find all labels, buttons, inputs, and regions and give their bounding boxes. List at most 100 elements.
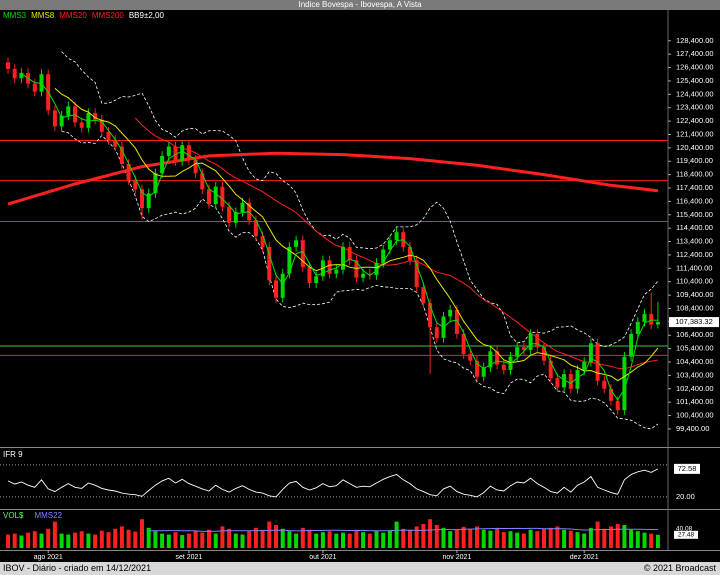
volume-bar	[106, 532, 111, 548]
volume-bar	[475, 526, 479, 548]
candle-body	[327, 260, 332, 274]
volume-bar	[361, 532, 366, 548]
candle-body	[253, 220, 258, 237]
candle-body	[615, 400, 620, 411]
volume-bar	[52, 521, 57, 548]
candle-body	[602, 380, 607, 389]
panel-title: VOL$	[3, 511, 24, 520]
candle-body	[133, 179, 138, 190]
candle-body	[582, 362, 587, 371]
candle-body	[555, 378, 560, 388]
volume-bar	[441, 527, 446, 548]
candle-body	[66, 106, 71, 116]
volume-bar	[140, 519, 144, 548]
candle-body	[468, 353, 473, 361]
volume-bar	[448, 531, 453, 548]
mms200-line	[7, 151, 659, 206]
candle-body	[341, 246, 345, 270]
volume-bar	[542, 528, 546, 548]
volume-bar	[387, 530, 392, 548]
candle-body	[414, 260, 419, 288]
volume-bar	[267, 521, 272, 548]
candle-body	[173, 146, 178, 162]
candle-body	[475, 360, 479, 377]
candle-body	[528, 333, 533, 350]
volume-bar	[253, 527, 258, 548]
last-price-label: 107,383.32	[675, 317, 713, 326]
last-price-box	[669, 317, 719, 328]
candle-body	[434, 327, 439, 338]
x-tick-label: out 2021	[309, 554, 336, 561]
volume-bar	[166, 534, 171, 548]
candle-body	[334, 269, 339, 274]
legend-entry: MMS3	[3, 11, 27, 20]
y-tick-label: 123,400.00	[676, 103, 714, 112]
candle-body	[52, 110, 57, 127]
candle-body	[240, 202, 245, 213]
y-tick-label: 128,400.00	[676, 36, 714, 45]
volume-bar	[414, 526, 419, 548]
candle-body	[294, 240, 299, 247]
candle-body	[521, 347, 526, 350]
candle-body	[495, 351, 500, 365]
volume-bar	[655, 534, 660, 548]
volume-bar	[193, 530, 198, 548]
volume-bar	[548, 527, 553, 548]
volume-bar	[327, 531, 332, 548]
volume-bar	[220, 526, 225, 548]
candle-body	[361, 273, 366, 278]
chart-title: Indice Bovespa - Ibovespa, A Vista	[298, 0, 422, 9]
volume-bar	[93, 534, 98, 548]
y-tick-label: 120,400.00	[676, 143, 714, 152]
volume-bar	[99, 530, 104, 548]
volume-bar	[374, 531, 379, 548]
volume-bar	[508, 531, 513, 548]
volume-bar	[287, 531, 292, 548]
candle-body	[314, 276, 319, 284]
candle-body	[635, 321, 640, 334]
volume-bar	[609, 526, 613, 548]
candle-body	[200, 173, 205, 190]
volume-bar	[240, 534, 245, 548]
candle-body	[140, 189, 144, 209]
y-tick-label: 106,400.00	[676, 330, 714, 339]
candle-body	[99, 119, 104, 132]
candle-body	[501, 364, 506, 371]
candle-body	[575, 370, 580, 389]
y-tick-label: 103,400.00	[676, 370, 714, 379]
volume-bar	[421, 524, 426, 548]
candle-body	[394, 232, 399, 241]
volume-bar	[46, 528, 51, 548]
mms20-line	[134, 117, 658, 370]
candle-body	[12, 68, 17, 79]
candle-body	[6, 62, 10, 69]
volume-bar	[39, 533, 44, 548]
volume-bar	[19, 535, 24, 548]
candle-body	[387, 240, 392, 250]
y-tick-label: 122,400.00	[676, 116, 714, 125]
volume-bar	[575, 532, 580, 548]
volume-bar	[354, 529, 359, 548]
volume-bar	[454, 529, 459, 548]
candle-body	[59, 115, 64, 127]
candle-body	[260, 236, 265, 247]
legend-entry: MMS8	[31, 11, 55, 20]
volume-bar	[227, 528, 232, 548]
volume-bar	[32, 531, 37, 548]
x-tick-label: ago 2021	[34, 554, 63, 561]
y-tick-label: 111,400.00	[676, 263, 712, 272]
volume-bar	[274, 524, 278, 548]
footer-right: © 2021 Broadcast	[644, 563, 717, 573]
candle-body	[307, 266, 312, 284]
volume-bar	[341, 532, 345, 548]
candle-body	[267, 246, 272, 281]
volume-bar	[59, 533, 64, 548]
volume-bar	[602, 528, 607, 548]
candle-body	[186, 145, 191, 160]
y-tick-label: 124,400.00	[676, 89, 714, 98]
volume-bar	[528, 529, 533, 548]
candle-body	[193, 159, 198, 174]
volume-bar	[153, 531, 158, 548]
volume-bar	[334, 533, 339, 548]
